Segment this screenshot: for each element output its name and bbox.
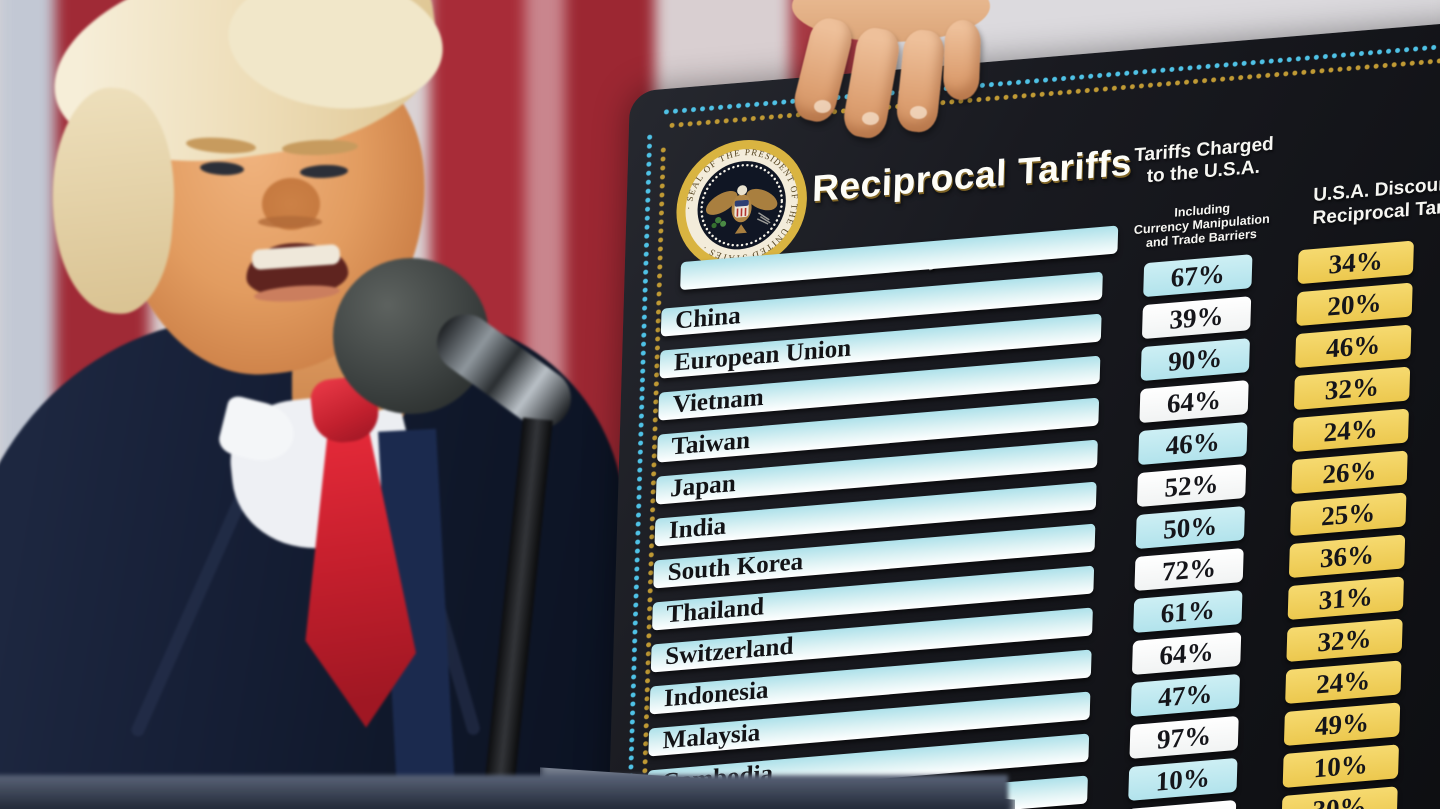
tariff-board: · SEAL OF THE PRESIDENT OF THE UNITED ST… (603, 6, 1440, 809)
tariff-discounted-cell: 36% (1288, 534, 1406, 579)
tariff-charged-cell: 46% (1138, 422, 1248, 466)
tariff-discounted-cell: 49% (1283, 702, 1401, 747)
tariff-charged-cell: 67% (1143, 254, 1253, 298)
tariff-discounted-cell: 32% (1293, 366, 1411, 411)
tariff-charged-cell: 61% (1133, 589, 1243, 634)
tariff-charged-cell: 47% (1130, 673, 1241, 717)
hand-holding-board (788, 0, 1008, 158)
tariff-discounted-cell: 10% (1282, 744, 1399, 788)
tariff-charged-cell: 39% (1141, 296, 1252, 340)
tariff-discounted-cell: 34% (1297, 240, 1414, 285)
tariff-charged-cell: 64% (1139, 380, 1249, 424)
tariff-charged-cell: 64% (1131, 631, 1242, 676)
tariff-discounted-cell: 31% (1287, 576, 1404, 621)
tariff-discounted-cell: 24% (1285, 660, 1402, 705)
tariff-charged-cell: 10% (1128, 757, 1238, 801)
podium (0, 775, 1008, 809)
tariff-discounted-cell: 20% (1296, 282, 1413, 327)
tariff-discounted-cell: 46% (1295, 324, 1412, 369)
speaker-figure (0, 0, 660, 809)
tariff-discounted-cell: 25% (1290, 492, 1407, 537)
tariff-discounted-cell: 32% (1286, 618, 1403, 663)
seal-eagle (705, 185, 778, 234)
tariff-discounted-cell: 26% (1291, 450, 1408, 495)
tariff-charged-cell: 72% (1134, 547, 1244, 592)
tariff-charged-cell: 97% (1129, 715, 1239, 759)
tariff-table: China 67% 34% European Union 39% 20% Vie… (604, 6, 1440, 809)
tariff-charged-cell: 50% (1135, 505, 1245, 550)
fingernail (862, 112, 879, 125)
presidential-seal: · SEAL OF THE PRESIDENT OF THE UNITED ST… (676, 140, 807, 271)
fingernail (910, 106, 927, 119)
nose-shadow (258, 216, 322, 228)
tariff-discounted-cell: 24% (1292, 408, 1409, 453)
tariff-charged-cell: 90% (1140, 338, 1250, 382)
tariff-charged-cell: 52% (1136, 464, 1247, 508)
fingernail (814, 100, 831, 113)
finger (942, 19, 982, 101)
